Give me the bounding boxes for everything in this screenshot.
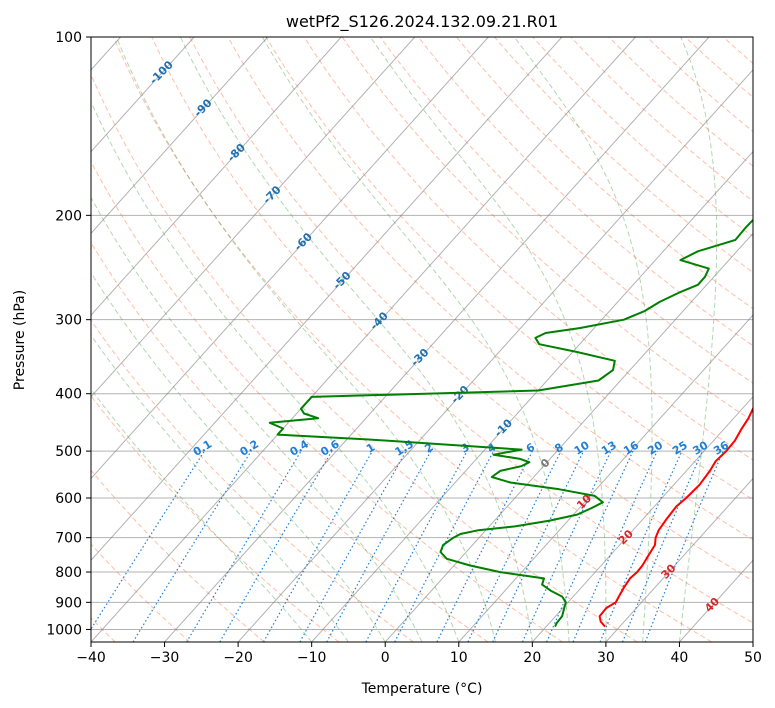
dry-adiabat-line — [91, 160, 563, 642]
dewpoint-profile — [268, 218, 753, 628]
dry-adiabat-line — [91, 395, 340, 642]
y-tick-label: 100 — [55, 30, 82, 46]
mixing-ratio-line — [186, 450, 302, 642]
moist-adiabats — [91, 37, 718, 642]
x-tick-label: 50 — [744, 650, 762, 666]
y-tick-label: 1000 — [46, 622, 82, 638]
grid-lines — [91, 37, 753, 642]
isotherm-gridline — [91, 37, 416, 398]
profile-series — [268, 218, 753, 628]
dry-adiabat-line — [91, 73, 638, 642]
mixing-ratio-line — [622, 450, 703, 642]
y-tick-label: 500 — [55, 444, 82, 460]
dry-adiabats — [91, 37, 753, 642]
isotherm-gridline — [91, 37, 489, 480]
y-tick-label: 200 — [55, 208, 82, 224]
temperature-profile — [598, 406, 753, 628]
isotherm-gridline — [164, 37, 710, 642]
moist-adiabat-line — [513, 37, 653, 642]
dry-adiabat-line — [227, 37, 753, 541]
x-axis-label: Temperature (°C) — [361, 681, 483, 697]
dry-adiabat-line — [494, 37, 753, 274]
mixing-ratio-line — [132, 450, 252, 642]
mixing-ratio-line — [326, 450, 432, 642]
isotherm-gridline — [311, 150, 753, 642]
isotherm-gridline — [91, 37, 195, 153]
dry-adiabat-line — [418, 37, 753, 347]
mixing-ratio-line — [521, 450, 612, 642]
y-tick-label: 400 — [55, 387, 82, 403]
moist-adiabat-line — [179, 37, 533, 642]
y-tick-label: 700 — [55, 531, 82, 547]
isotherm-gridline — [91, 37, 342, 316]
y-tick-label: 900 — [55, 595, 82, 611]
plot-frame — [90, 36, 754, 643]
x-tick-label: −40 — [76, 650, 106, 666]
x-tick-label: 20 — [523, 650, 541, 666]
dry-adiabat-line — [91, 241, 489, 642]
y-tick-label: 300 — [55, 313, 82, 329]
isotherm-gridline — [605, 477, 753, 642]
y-axis-label: Pressure (hPa) — [12, 290, 28, 390]
mixing-ratio-line — [262, 450, 374, 642]
x-tick-label: −20 — [223, 650, 253, 666]
dry-adiabat-line — [265, 37, 753, 501]
isotherm-gridline — [531, 396, 753, 642]
dry-adiabat-line — [341, 37, 753, 422]
moist-adiabat-line — [91, 388, 313, 642]
mixing-ratio-line — [546, 450, 634, 642]
dry-adiabat-line — [570, 37, 753, 202]
x-tick-label: 40 — [671, 650, 689, 666]
isotherm-gridline — [237, 69, 753, 642]
mixing-ratio-line — [599, 450, 683, 642]
x-axis: −40 −30 −20 −10 0 10 20 30 40 50 — [76, 642, 762, 666]
chart-title: wetPf2_S126.2024.132.09.21.R01 — [286, 12, 558, 32]
mixing-ratio-line — [91, 450, 205, 631]
x-tick-label: −10 — [297, 650, 327, 666]
mixing-ratio-line — [299, 450, 407, 642]
isotherm-gridline — [91, 37, 269, 235]
moist-adiabat-line — [91, 271, 386, 642]
moist-adiabat-line — [369, 37, 607, 642]
dry-adiabat-line — [608, 37, 753, 167]
dry-adiabat-line — [151, 37, 753, 624]
x-tick-label: −30 — [150, 650, 180, 666]
moist-adiabat-line — [91, 196, 423, 642]
dry-adiabat-line — [379, 37, 753, 384]
dry-adiabat-line — [189, 37, 753, 582]
dry-adiabat-line — [532, 37, 753, 238]
mixing-ratio-line — [492, 450, 585, 642]
y-tick-label: 600 — [55, 491, 82, 507]
isotherm-gridline — [91, 37, 563, 562]
y-axis: 100 200 300 400 500 600 700 800 900 1000 — [46, 30, 91, 638]
moist-adiabat-line — [115, 37, 497, 642]
x-tick-label: 30 — [597, 650, 615, 666]
isotherm-gridline — [384, 232, 753, 642]
mixing-ratio-line — [467, 450, 562, 642]
dry-adiabat-line — [91, 319, 414, 642]
isotherm-gridline — [458, 314, 753, 642]
dry-adiabat-line — [91, 469, 265, 642]
dry-adiabat-line — [113, 37, 713, 642]
x-tick-label: 0 — [381, 650, 390, 666]
mixing-ratio-line — [219, 450, 333, 642]
x-tick-label: 10 — [450, 650, 468, 666]
moist-adiabat-line — [91, 334, 349, 642]
isotherm-gridline — [91, 37, 636, 642]
moist-adiabat-line — [91, 100, 460, 642]
y-tick-label: 800 — [55, 565, 82, 581]
